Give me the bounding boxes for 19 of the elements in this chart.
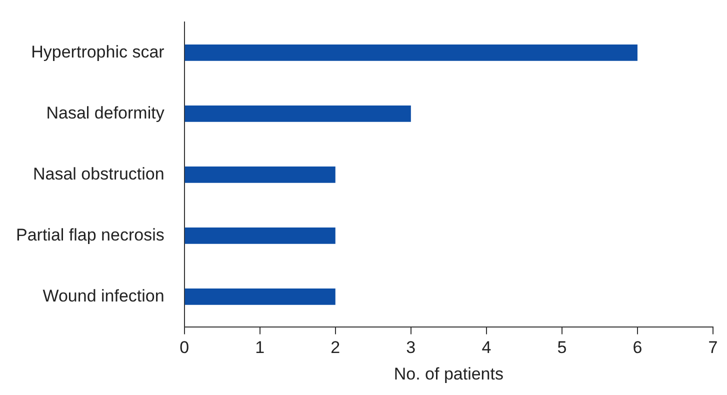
x-tick-label: 3 <box>406 338 416 358</box>
y-tick-label: Partial flap necrosis <box>16 225 164 244</box>
y-tick-label: Wound infection <box>42 286 164 306</box>
x-axis-title: No. of patients <box>394 364 504 384</box>
x-tick-label: 5 <box>557 338 567 358</box>
bar <box>184 105 411 122</box>
x-tick-label: 1 <box>255 338 265 358</box>
x-tick-label: 2 <box>330 338 340 358</box>
bar <box>184 288 336 305</box>
x-tick-label: 0 <box>180 338 190 358</box>
bar <box>184 166 336 183</box>
y-tick-label: Hypertrophic scar <box>31 42 165 62</box>
bar <box>184 227 336 244</box>
bar <box>184 44 638 61</box>
y-tick-label: Nasal deformity <box>46 103 165 122</box>
x-tick-label: 6 <box>632 338 642 358</box>
x-tick-label: 4 <box>482 338 492 358</box>
x-tick-label: 7 <box>708 338 718 358</box>
y-tick-label: Nasal obstruction <box>33 164 164 184</box>
